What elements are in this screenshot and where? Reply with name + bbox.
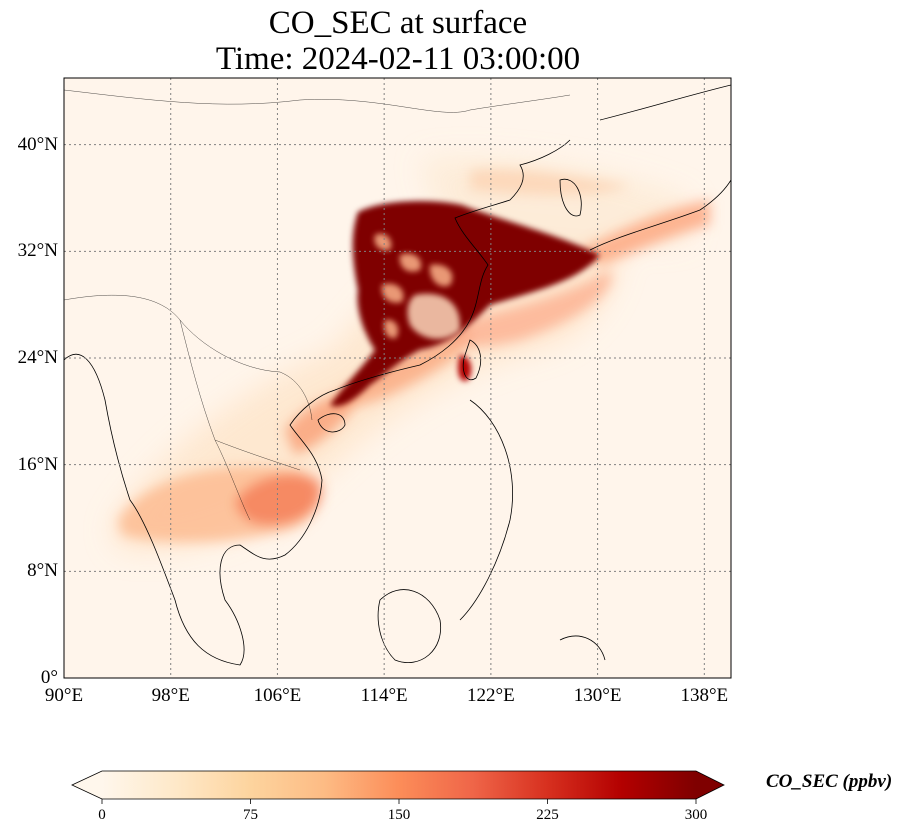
concentration-field: [110, 157, 710, 552]
colorbar-tick-label: 75: [243, 807, 258, 823]
colorbar-tick-label: 0: [98, 807, 106, 823]
country-borders: [64, 89, 571, 521]
latitude-tick-label: 32°N: [17, 240, 58, 262]
latitude-tick-label: 16°N: [17, 453, 58, 475]
longitude-tick-label: 138°E: [680, 685, 729, 706]
colorbar-tick-label: 225: [536, 807, 559, 823]
gridlines: [64, 78, 731, 678]
map-title: CO_SEC at surface: [268, 5, 528, 41]
latitude-tick-label: 40°N: [17, 133, 58, 155]
map-frame: [63, 77, 732, 679]
colorbar-tick-label: 300: [684, 807, 708, 823]
latitude-tick-label: 24°N: [17, 347, 58, 368]
colorbar-extend-high: [696, 771, 724, 799]
longitude-tick-label: 90°E: [44, 685, 84, 706]
longitude-tick-label: 130°E: [573, 685, 622, 706]
colorbar-label: CO_SEC (ppbv): [766, 771, 893, 792]
longitude-tick-label: 114°E: [360, 685, 408, 706]
colorbar-extend-low: [72, 771, 102, 799]
longitude-tick-label: 122°E: [467, 685, 515, 706]
latitude-tick-label: 0°: [40, 667, 58, 688]
longitude-tick-label: 106°E: [253, 685, 302, 706]
latitude-tick-label: 8°N: [27, 560, 58, 582]
colorbar-gradient: [102, 771, 696, 799]
coastlines: [64, 84, 731, 666]
longitude-tick-label: 98°E: [151, 685, 190, 706]
map-subtitle-time: Time: 2024-02-11 03:00:00: [215, 41, 581, 77]
colorbar-tick-label: 150: [387, 807, 411, 823]
colorbar: [71, 770, 725, 804]
